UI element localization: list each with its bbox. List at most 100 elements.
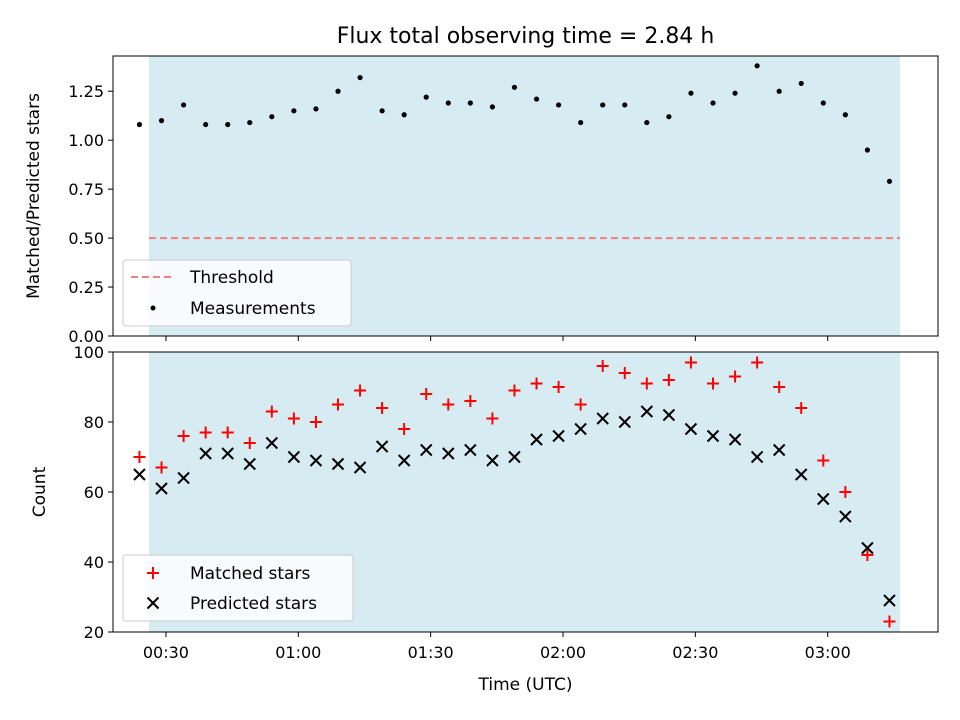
matched-point — [707, 377, 719, 390]
top-legend-box — [122, 259, 352, 327]
matched-point — [596, 360, 609, 372]
cross-stroke-b — [552, 429, 565, 443]
measurement-point — [578, 119, 584, 126]
cross-stroke-b — [772, 443, 786, 457]
predicted-point — [574, 422, 587, 436]
matched-point — [464, 395, 477, 407]
matched-point — [442, 398, 455, 411]
predicted-point — [861, 541, 874, 555]
measurement-point — [313, 106, 319, 112]
matched-point — [795, 402, 808, 414]
ratio-panel: 0.00 0.25 0.50 0.75 1.00 1.25 Flux total obse… — [24, 24, 939, 346]
measurement-point — [511, 84, 518, 90]
measurement-point — [445, 100, 451, 106]
measurement-point — [533, 96, 540, 102]
measurement-point — [754, 63, 760, 69]
matched-point — [177, 430, 190, 442]
matched-point — [309, 416, 322, 428]
matched-point — [552, 381, 565, 393]
bottom-legend-box — [122, 554, 354, 622]
matched-point — [530, 377, 543, 390]
legend-plus-marker — [147, 567, 159, 579]
matched-point — [684, 356, 697, 369]
predicted-point — [243, 457, 256, 471]
cross-stroke-b — [486, 454, 499, 467]
matched-point — [155, 461, 168, 474]
cross-stroke-b — [309, 454, 323, 467]
matched-point — [243, 437, 256, 449]
predicted-point — [309, 454, 323, 467]
matched-point — [398, 423, 411, 435]
y-tick-label: 0.75 — [68, 180, 104, 199]
cross-stroke-b — [146, 596, 160, 610]
measurement-point — [666, 114, 672, 120]
predicted-point — [353, 461, 367, 474]
matched-point — [133, 451, 146, 463]
matched-point — [354, 384, 367, 397]
measurement-point — [732, 90, 738, 96]
predicted-stars-points — [133, 405, 896, 607]
y-tick-label: 100 — [73, 343, 104, 362]
legend-measurements-label: Measurements — [190, 299, 316, 319]
predicted-point — [199, 447, 212, 460]
predicted-point — [530, 433, 543, 446]
measurement-point — [864, 147, 871, 153]
cross-stroke-b — [618, 415, 631, 429]
x-tick-label: 03:00 — [805, 643, 851, 662]
cross-stroke-b — [750, 450, 764, 464]
cross-stroke-b — [243, 457, 256, 471]
predicted-point — [662, 408, 676, 422]
matched-point — [729, 370, 742, 383]
cross-stroke-b — [861, 541, 874, 555]
matched-point — [574, 398, 587, 411]
cross-stroke-b — [883, 594, 896, 607]
measurement-point — [842, 112, 848, 118]
cross-stroke-b — [331, 457, 345, 471]
legend-matched-swatch — [147, 567, 159, 579]
predicted-point — [397, 454, 411, 467]
cross-stroke-b — [353, 461, 367, 474]
predicted-point — [420, 443, 433, 457]
predicted-point — [750, 450, 764, 464]
measurement-point — [710, 100, 716, 106]
predicted-point — [375, 440, 389, 453]
predicted-point — [464, 443, 477, 457]
predicted-point — [287, 450, 301, 464]
count-panel: 20 40 60 80 100 00:30 01:00 01:30 02:00 02:30 03:… — [30, 343, 939, 695]
cross-stroke-b — [397, 454, 411, 467]
matched-point — [287, 412, 300, 425]
cross-stroke-b — [287, 450, 301, 464]
cross-stroke-b — [508, 450, 521, 464]
matched-point — [817, 454, 830, 467]
predicted-point — [133, 468, 146, 481]
legend-cross-marker — [146, 596, 160, 610]
cross-stroke-b — [728, 433, 742, 446]
predicted-point — [177, 471, 190, 485]
top-y-axis-label: Matched/Predicted stars — [24, 93, 44, 299]
measurement-point — [644, 119, 650, 126]
y-tick-label: 0.00 — [68, 327, 104, 346]
cross-stroke-b — [133, 468, 146, 481]
matched-point — [839, 486, 852, 498]
predicted-point — [839, 510, 852, 523]
matched-point — [883, 615, 896, 628]
y-tick-label: 20 — [84, 623, 104, 642]
matched-point — [265, 405, 278, 418]
y-tick-label: 80 — [84, 413, 104, 432]
cross-stroke-b — [817, 492, 830, 506]
predicted-point — [817, 492, 830, 506]
cross-stroke-b — [839, 510, 852, 523]
measurement-point — [291, 108, 297, 114]
legend-predicted-swatch — [146, 596, 160, 610]
matched-point — [640, 377, 653, 390]
y-tick-label: 0.25 — [68, 278, 104, 297]
top-y-ticks: 0.00 0.25 0.50 0.75 1.00 1.25 — [68, 82, 113, 346]
y-tick-label: 0.50 — [68, 229, 104, 248]
bottom-y-ticks: 20 40 60 80 100 — [73, 343, 113, 642]
cross-stroke-b — [420, 443, 433, 457]
matched-point — [332, 398, 344, 411]
x-tick-label: 01:30 — [408, 643, 454, 662]
cross-stroke-b — [442, 447, 455, 460]
measurement-point — [269, 114, 275, 120]
cross-stroke-b — [684, 422, 698, 436]
